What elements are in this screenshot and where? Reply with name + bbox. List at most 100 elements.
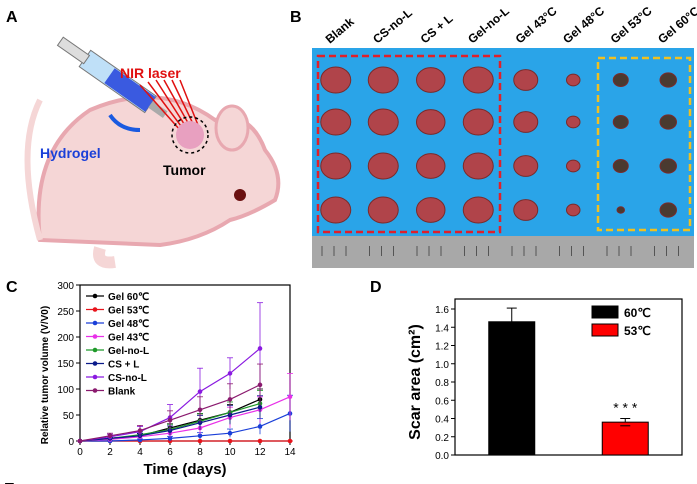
marker — [197, 438, 203, 444]
legend-swatch — [591, 323, 619, 337]
tumor — [513, 199, 539, 221]
marker — [107, 433, 113, 439]
y-axis-label: Relative tumor volume (V/V0) — [40, 306, 51, 444]
marker — [257, 404, 263, 410]
illustration — [24, 36, 281, 269]
legend-swatch — [591, 305, 619, 319]
tumor — [367, 66, 399, 94]
laser-label: NIR laser — [120, 65, 181, 81]
y-tick-label: 200 — [57, 333, 74, 344]
column-label: Gel 43°C — [513, 4, 560, 47]
x-tick-label: 4 — [137, 447, 143, 458]
x-tick-label: 8 — [197, 447, 203, 458]
x-tick-label: 6 — [167, 447, 173, 458]
legend-marker — [92, 320, 98, 326]
tumor — [367, 196, 399, 224]
marker — [257, 438, 263, 444]
hydrogel-label: Hydrogel — [40, 145, 101, 161]
tumor — [659, 202, 677, 218]
marker — [167, 436, 173, 441]
legend-label: CS-no-L — [108, 373, 147, 384]
series-line — [79, 396, 291, 442]
y-axis-label: Scar area (cm²) — [407, 324, 424, 440]
legend-label: Blank — [108, 387, 136, 398]
tumor — [659, 114, 677, 130]
tumor — [612, 73, 629, 87]
column-label: Gel 48°C — [560, 4, 607, 47]
y-tick-label: 1.0 — [435, 360, 449, 371]
panel-label: D — [370, 279, 382, 296]
y-tick-label: 0.0 — [435, 451, 449, 462]
legend-marker — [92, 361, 98, 366]
marker — [197, 433, 203, 439]
x-tick-label: 2 — [107, 447, 113, 458]
tumor — [320, 66, 352, 94]
legend-label: 53℃ — [624, 324, 651, 338]
bar — [488, 321, 536, 456]
y-tick-label: 250 — [57, 307, 74, 318]
tumor — [416, 153, 446, 179]
legend-label: CS + L — [108, 360, 139, 371]
tumor — [416, 197, 446, 223]
y-tick-label: 0.2 — [435, 433, 449, 444]
marker — [227, 438, 233, 444]
legend-label: Gel 53℃ — [108, 306, 149, 317]
tumor — [367, 108, 399, 136]
legend-marker — [92, 334, 98, 339]
tumor — [320, 196, 352, 224]
annotation: * * * — [613, 400, 638, 416]
tumor — [462, 152, 494, 180]
legend-label: 60℃ — [624, 306, 651, 320]
legend-marker — [92, 347, 98, 353]
legend-label: Gel 43℃ — [108, 333, 149, 344]
x-tick-label: 0 — [77, 447, 83, 458]
panel-label: B — [290, 9, 302, 26]
marker — [257, 382, 263, 388]
tumor — [416, 109, 446, 135]
column-label: CS + L — [418, 11, 456, 46]
arrow — [108, 113, 141, 132]
y-tick-label: 150 — [57, 359, 74, 370]
column-label: Gel 53°C — [608, 4, 655, 47]
marker — [137, 428, 143, 433]
tumor — [462, 66, 494, 94]
series-line — [80, 412, 291, 442]
legend-label: Gel-no-L — [108, 346, 149, 357]
syringe — [56, 36, 168, 118]
tumor — [462, 196, 494, 224]
eye — [234, 189, 246, 201]
marker — [197, 407, 203, 413]
tumor — [320, 152, 352, 180]
y-tick-label: 50 — [63, 411, 75, 422]
y-tick-label: 0.4 — [435, 415, 449, 426]
legend-label: Gel 48℃ — [108, 319, 149, 330]
tumor — [616, 206, 625, 214]
y-tick-label: 1.2 — [435, 342, 449, 353]
tumor-label: Tumor — [163, 162, 206, 178]
y-tick-label: 1.6 — [435, 305, 449, 316]
tumor — [612, 115, 629, 129]
legend-label: Gel 60℃ — [108, 292, 149, 303]
x-tick-label: 12 — [254, 447, 266, 458]
marker — [257, 346, 263, 351]
panel-label: E — [4, 481, 15, 484]
legend-marker — [92, 374, 98, 380]
marker — [227, 397, 233, 402]
tumor — [367, 152, 399, 180]
y-tick-label: 0.6 — [435, 396, 449, 407]
marker — [287, 394, 293, 400]
tumor — [566, 115, 581, 129]
photo — [312, 48, 694, 268]
tumor — [513, 69, 539, 91]
tumor — [566, 73, 581, 87]
marker — [287, 438, 293, 444]
tumor — [416, 67, 446, 93]
column-label: CS-no-L — [370, 6, 415, 47]
tumor — [612, 159, 629, 173]
marker — [227, 430, 233, 436]
bar-chart: 0.0 0.2 0.4 0.6 0.8 1.0 1.2 1.4 1.6 Scar area (cm… — [407, 298, 683, 462]
marker — [197, 389, 203, 394]
tumor — [320, 108, 352, 136]
plot-frame — [454, 298, 683, 456]
